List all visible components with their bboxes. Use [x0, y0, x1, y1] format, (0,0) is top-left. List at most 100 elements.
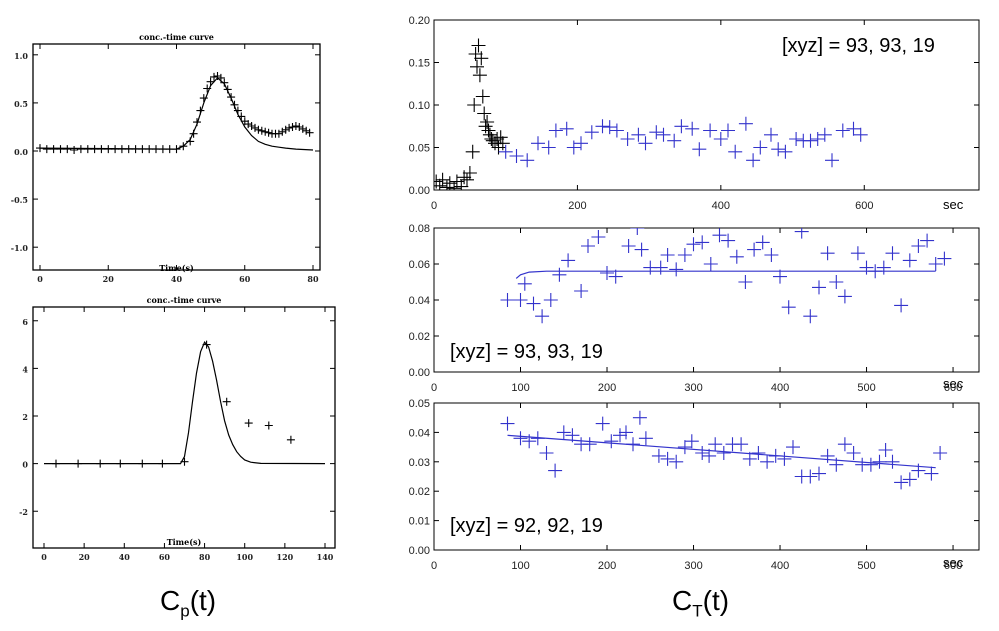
data-point	[674, 119, 689, 134]
data-point	[703, 123, 718, 138]
chart-ct2: 0 100 200 300 400 500 600 0.00 0.02 0.04 0.06 0.08 s…	[409, 223, 980, 394]
data-point	[820, 246, 835, 261]
data-point	[713, 132, 728, 146]
data-point	[530, 431, 545, 446]
chart-title: conc.-time curve	[147, 295, 222, 305]
data-point	[230, 100, 239, 109]
data-point	[52, 459, 60, 468]
data-point	[810, 132, 825, 146]
data-point	[803, 309, 818, 324]
data-point	[42, 145, 51, 154]
data-point	[789, 132, 804, 146]
data-point	[104, 145, 113, 154]
data-point	[595, 416, 610, 431]
data-point	[467, 98, 482, 112]
data-point	[83, 145, 92, 154]
data-point	[435, 172, 450, 187]
data-point	[535, 309, 550, 324]
data-point	[124, 145, 133, 154]
data-point	[158, 145, 167, 154]
fit-line	[515, 270, 936, 279]
data-point	[233, 106, 242, 115]
data-point	[649, 125, 664, 140]
caption-right-tail: (t)	[702, 585, 730, 616]
data-point	[574, 284, 589, 298]
y-tick-label: -0.5	[11, 195, 28, 205]
y-tick-label: 0.00	[409, 545, 430, 557]
data-point	[677, 248, 692, 262]
data-point	[254, 125, 263, 134]
data-point	[116, 459, 125, 468]
data-point	[846, 446, 861, 460]
data-point	[559, 121, 574, 136]
x-tick-label: 0	[41, 552, 47, 562]
y-tick-label: 0.0	[14, 147, 28, 157]
data-point	[63, 145, 72, 154]
data-point	[481, 123, 496, 138]
data-point	[439, 180, 454, 190]
data-point	[751, 446, 766, 460]
x-tick-label: 40	[119, 552, 131, 562]
data-point	[863, 457, 878, 472]
data-point	[902, 472, 917, 487]
data-point	[660, 248, 675, 262]
data-point	[702, 448, 717, 463]
data-point	[859, 260, 874, 275]
data-point	[471, 38, 486, 53]
data-point	[565, 428, 580, 443]
y-tick-label: -1.0	[11, 243, 29, 253]
data-point	[513, 431, 528, 446]
x-tick-label: 300	[684, 560, 702, 572]
data-point	[478, 119, 493, 134]
x-tick-label: 200	[568, 200, 586, 212]
data-point	[803, 469, 818, 484]
data-point	[491, 140, 506, 155]
data-point	[531, 136, 545, 151]
data-point	[561, 253, 576, 268]
data-point	[474, 51, 489, 66]
y-tick-label: 0.5	[14, 99, 28, 109]
x-tick-label: 500	[857, 382, 875, 394]
chart-title: conc.-time curve	[139, 32, 214, 42]
data-point	[812, 280, 826, 295]
marks-group	[500, 410, 948, 490]
data-point	[820, 448, 835, 463]
data-point	[556, 425, 571, 440]
data-point	[885, 246, 900, 261]
marks-group	[500, 228, 952, 324]
data-point	[584, 125, 599, 140]
y-tick-label: 0.02	[409, 331, 430, 343]
data-point	[712, 228, 727, 243]
data-point	[574, 136, 588, 151]
data-point	[172, 145, 181, 154]
data-point	[613, 428, 627, 443]
data-point	[803, 133, 818, 148]
caption-left-main: C	[160, 585, 181, 616]
caption-left: Cp(t)	[160, 585, 216, 622]
data-point	[911, 239, 926, 253]
chart-ct3: 0 100 200 300 400 500 600 0.00 0.01 0.02 0.03 0.04 0…	[409, 398, 980, 572]
xyz-annotation: [xyz] = 92, 92, 19	[450, 515, 603, 537]
y-tick-label: 0.15	[409, 58, 430, 70]
chart-ct1: 0 200 400 600 0.00 0.05 0.10 0.15 0.20 sec [xyz] =…	[409, 15, 980, 212]
data-point	[937, 251, 952, 266]
data-point	[539, 446, 554, 460]
x-tick-label: 0	[431, 200, 437, 212]
data-point	[264, 421, 273, 430]
data-point	[933, 446, 948, 460]
data-point	[186, 137, 195, 146]
plot-frame	[32, 306, 336, 549]
data-point	[264, 128, 273, 137]
data-point	[764, 127, 778, 142]
x-tick-label: 400	[771, 382, 789, 394]
data-point	[216, 73, 225, 82]
data-point	[90, 145, 99, 154]
data-point	[755, 235, 770, 250]
data-point	[600, 266, 614, 280]
data-point	[669, 454, 684, 469]
x-unit-label: sec	[943, 197, 964, 212]
data-point	[111, 145, 120, 154]
data-point	[632, 410, 647, 425]
data-point	[638, 431, 653, 446]
data-point	[902, 253, 917, 268]
